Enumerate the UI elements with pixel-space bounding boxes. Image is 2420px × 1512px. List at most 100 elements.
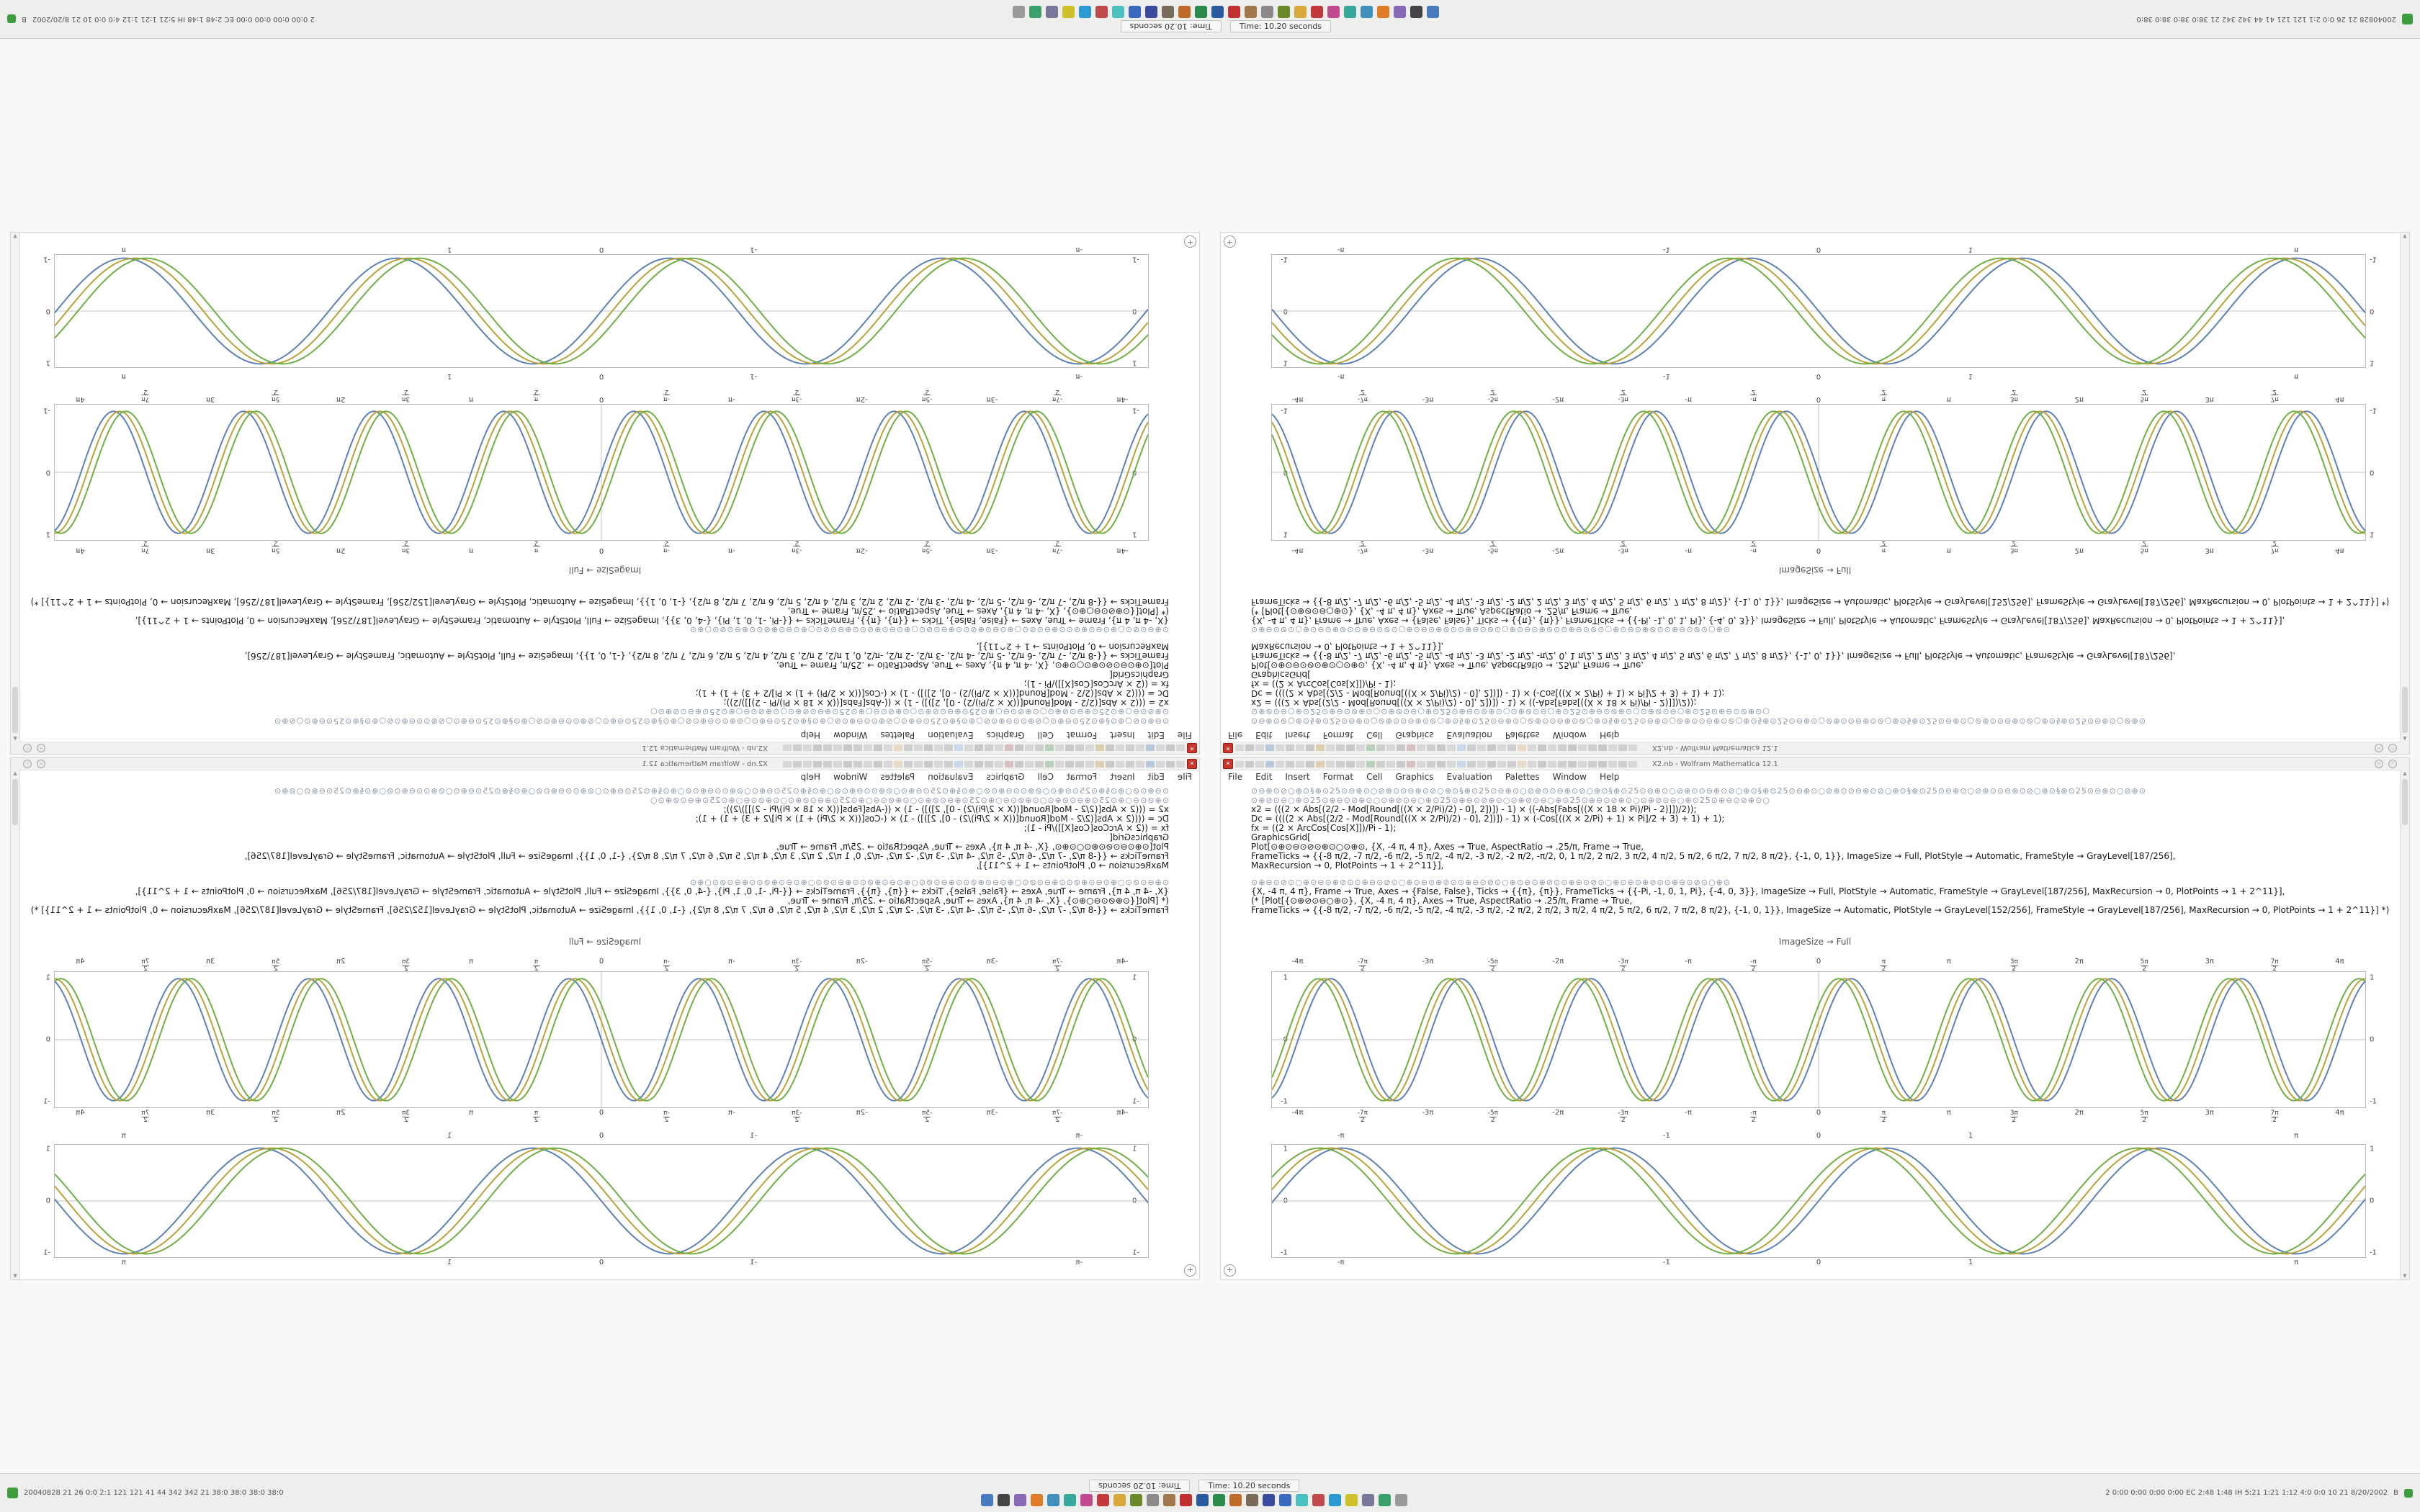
toolbar-button-icon[interactable] bbox=[914, 744, 923, 752]
toolbar-button-icon[interactable] bbox=[1588, 760, 1597, 768]
scroll-down-icon[interactable]: ▼ bbox=[2403, 1273, 2407, 1279]
code-cell-plot-options[interactable]: ⊙⊕⊖⊙⊘⊙○⊕⊙⊖⊙⊕⊘⊙⊙⊕⊖⊙⊘⊙○⊕⊙⊖⊙⊕⊘⊙⊙⊕⊖⊙⊘⊙○⊕⊙⊖⊙⊕… bbox=[1251, 597, 2392, 634]
toolbar-button-icon[interactable] bbox=[1497, 760, 1506, 768]
virtual-machine-icon[interactable] bbox=[1279, 1494, 1292, 1506]
code-line[interactable]: ⊙⊕⊘⊙⊖○⊕⊙25⊙⊕⊖⊙⊘⊕⊙○⊙⊕⊘⊙⊖○⊕⊙25⊙⊕⊖⊙⊘⊕⊙○⊙⊕⊘⊙… bbox=[1251, 796, 1770, 805]
code-cell-plot-options[interactable]: ⊙⊕⊖⊙⊘⊙○⊕⊙⊖⊙⊕⊘⊙⊙⊕⊖⊙⊘⊙○⊕⊙⊖⊙⊕⊘⊙⊙⊕⊖⊙⊘⊙○⊕⊙⊖⊙⊕… bbox=[28, 878, 1169, 915]
toolbar-button-icon[interactable] bbox=[974, 760, 983, 768]
chat-icon[interactable] bbox=[1064, 1494, 1077, 1506]
toolbar-button-icon[interactable] bbox=[1085, 760, 1094, 768]
toolbar-button-icon[interactable] bbox=[1538, 744, 1546, 752]
scroll-up-icon[interactable]: ▲ bbox=[13, 770, 17, 776]
maximize-icon[interactable]: ◦ bbox=[2388, 760, 2397, 768]
menu-item-edit[interactable]: Edit bbox=[1147, 772, 1165, 782]
menu-item-graphics[interactable]: Graphics bbox=[986, 772, 1025, 782]
menu-item-file[interactable]: File bbox=[1177, 730, 1192, 740]
toolbar-button-icon[interactable] bbox=[1176, 760, 1185, 768]
toolbar-button-icon[interactable] bbox=[1176, 744, 1185, 752]
menu-item-evaluation[interactable]: Evaluation bbox=[928, 772, 974, 782]
writer-icon[interactable] bbox=[1196, 1494, 1209, 1506]
text-editor-icon[interactable] bbox=[1014, 1494, 1027, 1506]
toolbar-button-icon[interactable] bbox=[1106, 744, 1114, 752]
menu-item-graphics[interactable]: Graphics bbox=[1395, 772, 1434, 782]
menu-item-window[interactable]: Window bbox=[1552, 772, 1587, 782]
toolbar-button-icon[interactable] bbox=[1497, 744, 1506, 752]
toolbar-button-icon[interactable] bbox=[1235, 744, 1244, 752]
plot-frame-secondary[interactable]: 1 0 -1 1 0 -1 bbox=[43, 1144, 1149, 1258]
code-line[interactable]: MaxRecursion → 0, PlotPoints → 1 + 2^11}… bbox=[1251, 861, 1444, 870]
calculator-icon[interactable] bbox=[1130, 1494, 1143, 1506]
code-cell-definitions[interactable]: ⊙⊖⊕⊙⊘○⊕⊙§⊕⊙25⊙⊖⊕⊙○⊘⊕⊙⊙⊖⊕⊙⊘○⊕⊙§⊕⊙25⊙⊖⊕⊙○⊘… bbox=[28, 642, 1169, 726]
toolbar-button-icon[interactable] bbox=[1578, 744, 1587, 752]
toolbar-button-icon[interactable] bbox=[914, 760, 923, 768]
window-titlebar[interactable]: ✕ X2.nb - Wolfram Mathematica 12.1 – ◦ bbox=[1221, 758, 2409, 770]
toolbar-button-icon[interactable] bbox=[1618, 760, 1627, 768]
toolbar-button-icon[interactable] bbox=[1045, 760, 1054, 768]
code-line[interactable]: Plot[⊙⊕⊙⊖⊙⊘⊙⊕⊙○⊙⊕⊙, {X, -4 π, 4 π}, Axes… bbox=[1251, 660, 1644, 670]
toolbar-button-icon[interactable] bbox=[964, 760, 973, 768]
menu-item-graphics[interactable]: Graphics bbox=[1395, 730, 1434, 740]
toolbar-button-icon[interactable] bbox=[1386, 760, 1395, 768]
code-line[interactable]: x2 = (((2 × Abs[(2/2 - Mod[Round[((X × 2… bbox=[1251, 805, 1697, 814]
tray-status-icon[interactable] bbox=[7, 14, 17, 24]
code-line[interactable]: {X, -4 π, 4 π}, Frame → True, Axes → {Fa… bbox=[135, 887, 1169, 896]
archive-icon[interactable] bbox=[1163, 1494, 1176, 1506]
menu-item-graphics[interactable]: Graphics bbox=[986, 730, 1025, 740]
toolbar-button-icon[interactable] bbox=[1356, 760, 1365, 768]
presentation-icon[interactable] bbox=[1178, 6, 1191, 18]
toolbar-button-icon[interactable] bbox=[1346, 744, 1355, 752]
toolbar-button-icon[interactable] bbox=[1376, 760, 1385, 768]
menu-item-cell[interactable]: Cell bbox=[1366, 730, 1383, 740]
chat-icon[interactable] bbox=[1343, 6, 1356, 18]
toolbar-button-icon[interactable] bbox=[1598, 744, 1607, 752]
code-line[interactable]: fx = ((2 × ArcCos[Cos[X]])/Pi - 1); bbox=[1251, 824, 1397, 833]
vertical-scrollbar[interactable]: ▲ ▼ bbox=[11, 233, 20, 742]
maximize-icon[interactable]: ◦ bbox=[2388, 744, 2397, 752]
toolbar-button-icon[interactable] bbox=[1116, 760, 1124, 768]
code-line[interactable]: ⊙⊕⊖⊙⊘⊙○⊕⊙⊖⊙⊕⊘⊙⊙⊕⊖⊙⊘⊙○⊕⊙⊖⊙⊕⊘⊙⊙⊕⊖⊙⊘⊙○⊕⊙⊖⊙⊕… bbox=[689, 878, 1169, 887]
toolbar-button-icon[interactable] bbox=[924, 760, 933, 768]
toolbar-button-icon[interactable] bbox=[985, 760, 993, 768]
scrollbar-thumb[interactable] bbox=[2402, 687, 2408, 733]
code-line[interactable]: Dc = ((((2 × Abs[(2/2 - Mod[Round[((X × … bbox=[1251, 814, 1725, 824]
plot-frame-secondary[interactable]: 1 0 -1 1 0 -1 bbox=[43, 254, 1149, 368]
code-line[interactable]: MaxRecursion → 0, PlotPoints → 1 + 2^11}… bbox=[976, 642, 1169, 651]
toolbar-button-icon[interactable] bbox=[1467, 760, 1476, 768]
menu-item-window[interactable]: Window bbox=[833, 730, 868, 740]
toolbar-button-icon[interactable] bbox=[1548, 760, 1556, 768]
toolbar-button-icon[interactable] bbox=[1326, 744, 1335, 752]
toolbar-button-icon[interactable] bbox=[995, 760, 1003, 768]
toolbar-button-icon[interactable] bbox=[884, 760, 892, 768]
toolbar-button-icon[interactable] bbox=[1065, 760, 1074, 768]
taskbar-window-button[interactable]: Time: 10.20 seconds bbox=[1120, 20, 1222, 32]
code-cell-definitions[interactable]: ⊙⊖⊕⊙⊘○⊕⊙§⊕⊙25⊙⊖⊕⊙○⊘⊕⊙⊙⊖⊕⊙⊘○⊕⊙§⊕⊙25⊙⊖⊕⊙○⊘… bbox=[1251, 786, 2392, 870]
toolbar-button-icon[interactable] bbox=[1528, 744, 1536, 752]
toolbar-button-icon[interactable] bbox=[1286, 760, 1294, 768]
toolbar-button-icon[interactable] bbox=[1245, 760, 1254, 768]
menu-item-cell[interactable]: Cell bbox=[1037, 730, 1054, 740]
toolbar-button-icon[interactable] bbox=[1005, 744, 1013, 752]
code-line[interactable]: GraphicsGrid[ bbox=[1251, 833, 1311, 842]
image-viewer-icon[interactable] bbox=[1113, 1494, 1126, 1506]
toolbar-button-icon[interactable] bbox=[793, 760, 802, 768]
plot-frame-secondary[interactable]: 1 0 -1 1 0 -1 bbox=[1271, 254, 2377, 368]
settings-icon[interactable] bbox=[1260, 6, 1273, 18]
toolbar-button-icon[interactable] bbox=[1397, 744, 1405, 752]
toolbar-button-icon[interactable] bbox=[1366, 744, 1375, 752]
toolbar-button-icon[interactable] bbox=[974, 744, 983, 752]
code-line[interactable]: ⊙⊖⊕⊙⊘○⊕⊙§⊕⊙25⊙⊖⊕⊙○⊘⊕⊙⊙⊖⊕⊙⊘○⊕⊙§⊕⊙25⊙⊖⊕⊙○⊘… bbox=[274, 786, 1169, 796]
minimize-icon[interactable]: – bbox=[2375, 760, 2383, 768]
code-cell-definitions[interactable]: ⊙⊖⊕⊙⊘○⊕⊙§⊕⊙25⊙⊖⊕⊙○⊘⊕⊙⊙⊖⊕⊙⊘○⊕⊙§⊕⊙25⊙⊖⊕⊙○⊘… bbox=[1251, 642, 2392, 726]
toolbar-button-icon[interactable] bbox=[1075, 760, 1084, 768]
toolbar-button-icon[interactable] bbox=[985, 744, 993, 752]
code-line[interactable]: Dc = ((((2 × Abs[(2/2 - Mod[Round[((X × … bbox=[695, 814, 1169, 824]
scroll-down-icon[interactable]: ▼ bbox=[2403, 233, 2407, 239]
toolbar-button-icon[interactable] bbox=[1467, 744, 1476, 752]
code-line[interactable]: MaxRecursion → 0, PlotPoints → 1 + 2^11}… bbox=[976, 861, 1169, 870]
toolbar-button-icon[interactable] bbox=[1558, 760, 1567, 768]
menu-item-file[interactable]: File bbox=[1228, 772, 1243, 782]
toolbar-button-icon[interactable] bbox=[1417, 744, 1425, 752]
toolbar-button-icon[interactable] bbox=[1437, 744, 1446, 752]
toolbar-button-icon[interactable] bbox=[1156, 744, 1165, 752]
presentation-icon[interactable] bbox=[1229, 1494, 1242, 1506]
